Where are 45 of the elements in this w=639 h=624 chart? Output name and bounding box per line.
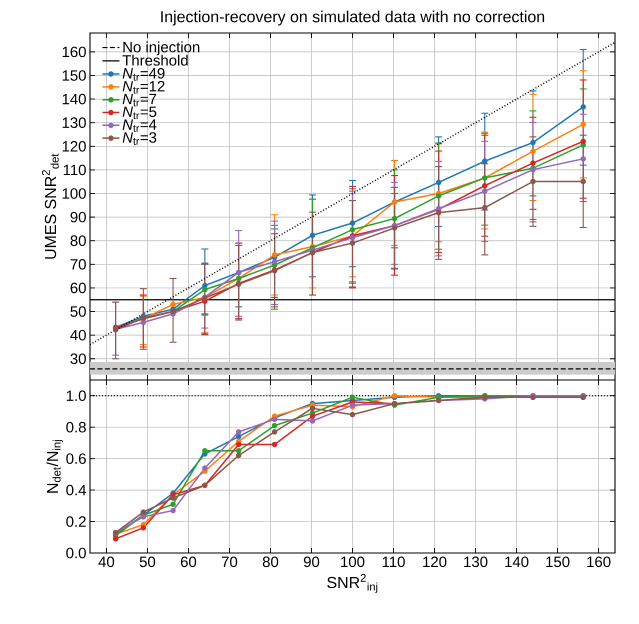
legend-label: N$_{tr}$=5 — [122, 106, 156, 120]
y-tick-label: 0.0 — [66, 548, 86, 558]
x-tick-label: 40 — [98, 556, 114, 568]
x-tick-label: 140 — [505, 556, 528, 568]
y-tick-label: 70 — [70, 259, 86, 270]
y-tick-label: 0.2 — [66, 516, 86, 527]
chart-title: Injection-recovery on simulated data with no correction — [161, 10, 544, 26]
x-tick-label: 100 — [341, 556, 364, 568]
x-axis-title: SNR$^{2}$inj — [327, 574, 378, 593]
legend-label: N$_{tr}$=12 — [122, 80, 164, 94]
y-tick-label: 150 — [62, 70, 86, 81]
x-tick-label: 110 — [382, 556, 405, 568]
y-tick-label: 110 — [64, 164, 86, 176]
x-tick-label: 90 — [304, 556, 320, 568]
legend-label: N$_{tr}$=4 — [122, 119, 156, 132]
y-axis-title: UMES SNR$^{2}$det — [42, 154, 59, 259]
y-tick-label: 0.8 — [66, 422, 86, 432]
x-tick-label: 80 — [262, 556, 278, 568]
x-tick-label: 60 — [180, 556, 196, 568]
y-tick-label: 140 — [62, 94, 86, 104]
x-tick-label: 160 — [587, 556, 610, 568]
y-tick-label: 130 — [62, 117, 86, 128]
y-tick-label: 100 — [62, 188, 86, 199]
y-tick-label: 1.0 — [66, 390, 86, 402]
y-tick-label: 160 — [62, 46, 86, 58]
legend-label: Threshold — [122, 54, 188, 66]
y-tick-label: 80 — [70, 235, 86, 246]
legend-label: No injection — [123, 41, 200, 56]
legend-label: N$_{tr}$=7 — [122, 94, 156, 106]
y-tick-label: 60 — [70, 282, 86, 294]
x-tick-label: 120 — [423, 556, 446, 568]
y-tick-label: 0.4 — [66, 484, 86, 496]
legend-label: N$_{tr}$=49 — [122, 68, 165, 81]
y-tick-label: 0.6 — [66, 453, 86, 464]
y-tick-label: 50 — [70, 306, 86, 317]
y-axis-title: N$_{det}$/N$_{inj}$ — [46, 440, 63, 493]
y-tick-label: 120 — [62, 141, 86, 152]
x-tick-label: 150 — [546, 556, 570, 568]
y-tick-label: 30 — [70, 353, 86, 364]
y-tick-label: 90 — [70, 212, 86, 222]
legend-label: N$_{tr}$=3 — [122, 132, 156, 145]
x-tick-label: 50 — [140, 556, 156, 568]
x-tick-label: 70 — [222, 556, 238, 568]
y-tick-label: 40 — [70, 330, 86, 340]
x-tick-label: 130 — [464, 556, 488, 568]
